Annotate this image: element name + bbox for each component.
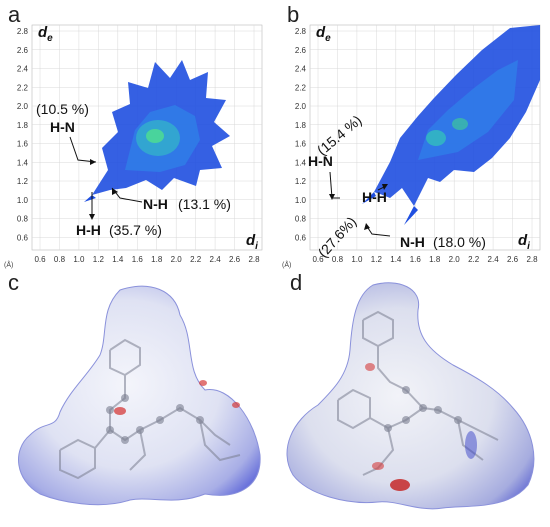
y-tick-label: 1.0 xyxy=(17,196,29,205)
hh-label: H-H xyxy=(76,222,101,238)
atoms xyxy=(106,394,204,444)
x-tick-label: 1.0 xyxy=(351,255,363,264)
panel-letter-a: a xyxy=(8,2,21,27)
hn-label: H-N xyxy=(50,119,75,135)
x-tick-label: 2.4 xyxy=(488,255,500,264)
x-tick-label: 2.6 xyxy=(507,255,519,264)
y-tick-label: 2.0 xyxy=(295,102,307,111)
x-tick-label: 1.6 xyxy=(410,255,422,264)
red-spot xyxy=(199,380,207,386)
nh-label: N-H xyxy=(400,234,425,250)
y-tick-label: 2.4 xyxy=(295,65,307,74)
panel-letter-c: c xyxy=(8,270,19,295)
hh-label: H-H xyxy=(362,189,387,205)
fingerprint-cloud xyxy=(84,60,230,202)
y-axis-label: de xyxy=(316,24,331,44)
hn-arrow xyxy=(329,171,333,199)
x-tick-label: 2.8 xyxy=(526,255,538,264)
y-tick-label: 2.8 xyxy=(295,27,307,36)
x-tick-label: 0.8 xyxy=(332,255,344,264)
x-tick-label: 1.6 xyxy=(132,255,144,264)
molecular-surface xyxy=(18,285,261,506)
y-tick-label: 0.8 xyxy=(17,215,29,224)
fingerprint-plot-b: 2.8 2.6 2.4 2.2 2.0 1.8 1.6 1.4 1.2 1.0 0.8 0.6 0.6… xyxy=(282,24,541,269)
y-tick-label: 0.8 xyxy=(295,215,307,224)
x-tick-label: 0.6 xyxy=(34,255,46,264)
fingerprint-plot-a: 2.8 2.6 2.4 2.2 2.0 1.8 1.6 1.4 1.2 1.0 0.8 0.6 0.6… xyxy=(4,24,263,269)
y-tick-label: 0.6 xyxy=(17,233,29,242)
red-spot xyxy=(372,462,384,470)
y-tick-label: 2.2 xyxy=(295,83,307,92)
grid xyxy=(32,25,262,250)
red-spot xyxy=(232,402,240,408)
molecule-skeleton xyxy=(337,310,499,476)
y-tick-label: 1.4 xyxy=(295,158,307,167)
y-tick-label: 1.6 xyxy=(17,140,29,149)
hirshfeld-surface-c xyxy=(18,285,261,506)
x-tick-label: 0.6 xyxy=(312,255,324,264)
y-tick-labels: 2.8 2.6 2.4 2.2 2.0 1.8 1.6 1.4 1.2 1.0 0.8 0.6 xyxy=(295,27,307,242)
y-tick-label: 1.6 xyxy=(295,140,307,149)
x-tick-label: 1.2 xyxy=(93,255,105,264)
y-tick-label: 2.8 xyxy=(17,27,29,36)
y-tick-label: 2.0 xyxy=(17,102,29,111)
x-tick-label: 1.2 xyxy=(371,255,383,264)
x-tick-label: 2.4 xyxy=(210,255,222,264)
y-tick-labels: 2.8 2.6 2.4 2.2 2.0 1.8 1.6 1.4 1.2 1.0 0.8 0.6 xyxy=(17,27,29,242)
y-tick-label: 0.6 xyxy=(295,233,307,242)
y-axis-label: de xyxy=(38,24,53,44)
panel-letter-b: b xyxy=(287,2,300,27)
fingerprint-cloud xyxy=(362,25,540,225)
y-tick-label: 1.0 xyxy=(295,196,307,205)
unit-label: (Å) xyxy=(4,260,13,269)
x-axis-label: di xyxy=(246,232,258,252)
hirshfeld-surface-d xyxy=(286,282,535,510)
y-tick-label: 2.2 xyxy=(17,83,29,92)
hh-percentage: (35.7 %) xyxy=(109,222,162,238)
x-tick-label: 2.8 xyxy=(248,255,260,264)
y-tick-label: 2.6 xyxy=(17,46,29,55)
y-tick-label: 1.2 xyxy=(295,177,307,186)
x-tick-label: 1.0 xyxy=(73,255,85,264)
x-tick-label: 1.8 xyxy=(429,255,441,264)
y-tick-label: 2.6 xyxy=(295,46,307,55)
x-tick-label: 1.8 xyxy=(151,255,163,264)
y-tick-label: 1.8 xyxy=(295,121,307,130)
panel-letter-d: d xyxy=(290,270,303,295)
x-tick-label: 1.4 xyxy=(112,255,124,264)
nh-percentage: (13.1 %) xyxy=(178,196,231,212)
annotations: (10.5 %) H-N N-H (13.1 %) H-H (35.7 %) xyxy=(36,101,231,238)
red-spot xyxy=(114,407,126,415)
x-tick-labels: 0.6 0.8 1.0 1.2 1.4 1.6 1.8 2.0 2.2 2.4 2.6 2.8 xyxy=(312,255,538,264)
x-tick-labels: 0.6 0.8 1.0 1.2 1.4 1.6 1.8 2.0 2.2 2.4 2.6 2.8 xyxy=(34,255,260,264)
x-tick-label: 2.0 xyxy=(449,255,461,264)
x-tick-label: 2.6 xyxy=(229,255,241,264)
y-tick-label: 1.2 xyxy=(17,177,29,186)
blue-region xyxy=(465,431,477,459)
y-tick-label: 1.8 xyxy=(17,121,29,130)
hn-label: H-N xyxy=(308,153,333,169)
y-tick-label: 1.4 xyxy=(17,158,29,167)
red-spot xyxy=(365,363,375,371)
hn-percentage: (10.5 %) xyxy=(36,101,89,117)
atoms xyxy=(384,386,462,432)
unit-label: (Å) xyxy=(282,260,291,269)
nh-percentage: (18.0 %) xyxy=(433,234,486,250)
red-spot xyxy=(390,479,410,491)
y-tick-label: 2.4 xyxy=(17,65,29,74)
nh-label: N-H xyxy=(143,196,168,212)
x-tick-label: 2.2 xyxy=(468,255,480,264)
x-tick-label: 0.8 xyxy=(54,255,66,264)
x-tick-label: 2.0 xyxy=(171,255,183,264)
x-tick-label: 2.2 xyxy=(190,255,202,264)
x-axis-label: di xyxy=(518,232,530,252)
x-tick-label: 1.4 xyxy=(390,255,402,264)
